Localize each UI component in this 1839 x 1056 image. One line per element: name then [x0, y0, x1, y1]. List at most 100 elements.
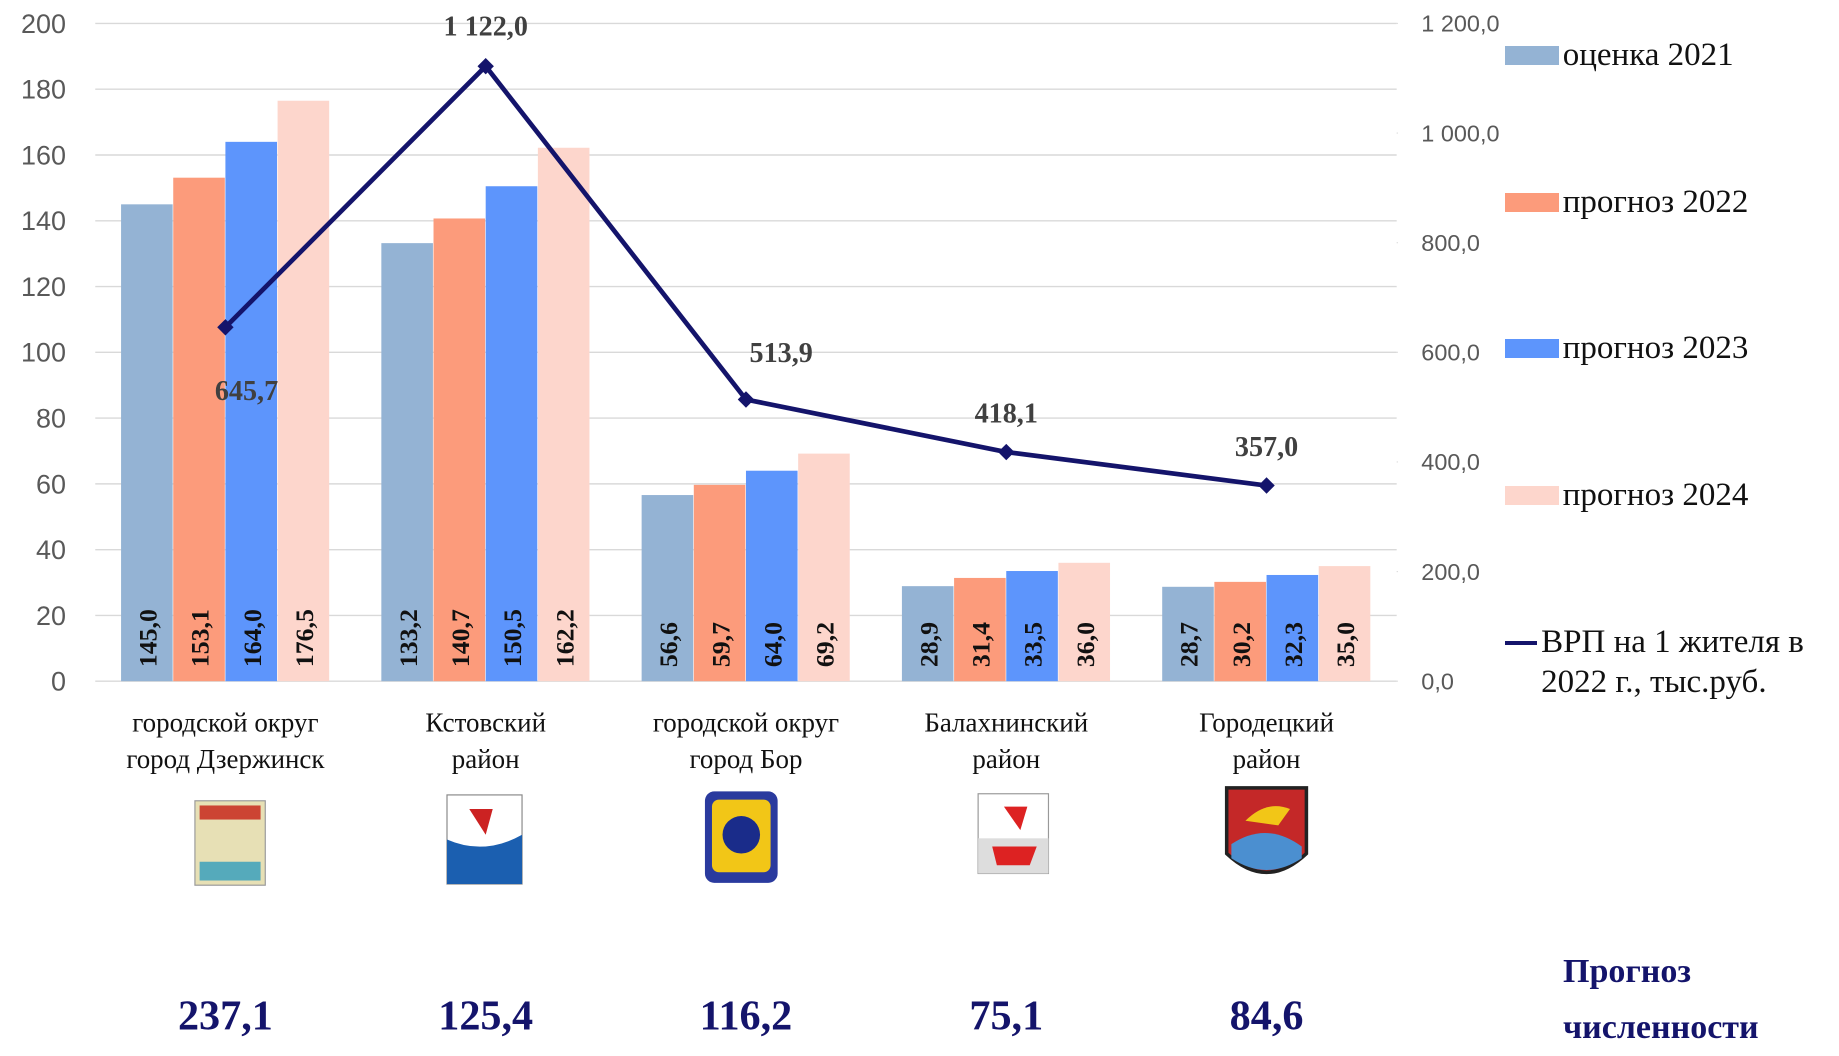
line-marker	[1258, 477, 1275, 494]
bar-value-label: 35,0	[1331, 622, 1360, 667]
legend-item: оценка 2021	[1504, 35, 1839, 75]
bar-value-label: 64,0	[758, 622, 787, 667]
legend-label: прогноз 2024	[1562, 476, 1749, 513]
legend-item: прогноз 2023	[1504, 328, 1839, 368]
line-value-label: 357,0	[1235, 432, 1298, 463]
y-tick-label: 0	[51, 667, 66, 697]
x-tick-label: район	[972, 744, 1040, 774]
y2-tick-label: 1 200,0	[1421, 11, 1499, 37]
bar	[537, 147, 590, 682]
line-marker	[737, 391, 755, 408]
legend-swatch	[1504, 485, 1559, 505]
bar	[277, 100, 330, 682]
emblem	[199, 805, 261, 820]
population-value: 125,4	[438, 992, 533, 1039]
bar	[798, 453, 850, 682]
legend-label: прогноз 2022	[1562, 183, 1749, 220]
legend-swatch	[1504, 640, 1538, 645]
emblem	[722, 816, 761, 854]
line-value-label: 418,1	[975, 399, 1038, 430]
population-value: 75,1	[969, 992, 1043, 1039]
bar	[901, 586, 954, 682]
legend-item: ВРП на 1 жителя в 2022 г., тыс.руб.	[1504, 622, 1839, 702]
y-tick-label: 160	[21, 140, 66, 170]
bar	[693, 484, 746, 682]
x-tick-label: район	[1233, 744, 1301, 774]
bar	[485, 186, 538, 682]
x-tick-label: город Дзержинск	[126, 744, 325, 774]
bar-value-label: 145,0	[134, 609, 163, 667]
legend-swatch	[1504, 339, 1559, 359]
bar	[433, 218, 486, 682]
emblem	[1245, 806, 1290, 826]
line-value-label: 1 122,0	[444, 12, 528, 43]
legend-swatch	[1504, 46, 1559, 66]
bar	[381, 243, 433, 682]
bar	[954, 577, 1006, 682]
x-tick-label: Городецкий	[1199, 708, 1334, 738]
y-tick-label: 180	[21, 75, 66, 105]
x-tick-label: Кстовский	[425, 708, 546, 738]
x-tick-label: Балахнинский	[924, 708, 1088, 738]
bar	[641, 495, 694, 682]
population-title: Прогноз численности	[1563, 953, 1759, 1046]
legend-item: прогноз 2022	[1504, 182, 1839, 222]
y2-tick-label: 600,0	[1421, 340, 1480, 366]
bar-value-label: 56,6	[654, 622, 683, 667]
population-value: 84,6	[1230, 992, 1304, 1039]
emblem	[447, 834, 523, 885]
bar-value-label: 133,2	[394, 609, 423, 667]
bar-value-label: 28,7	[1175, 622, 1204, 667]
bar	[173, 177, 225, 682]
y-tick-label: 100	[21, 338, 66, 368]
emblem	[199, 861, 261, 881]
bar	[1006, 571, 1058, 682]
y-tick-label: 60	[36, 469, 66, 499]
legend-label: прогноз 2023	[1562, 330, 1749, 367]
emblem	[992, 846, 1037, 866]
bar	[745, 470, 798, 682]
y-tick-label: 200	[21, 9, 66, 39]
emblem	[469, 808, 493, 835]
emblems	[194, 786, 1309, 886]
x-tick-label: район	[452, 744, 520, 774]
y-tick-label: 40	[36, 535, 66, 565]
bar	[1214, 581, 1266, 682]
line-value-label: 513,9	[750, 338, 813, 369]
x-tick-label: городской округ	[653, 708, 839, 738]
bar	[1058, 562, 1111, 682]
bar	[121, 204, 173, 682]
y2-tick-label: 0,0	[1421, 668, 1454, 694]
bar-value-label: 31,4	[967, 622, 996, 667]
bar-value-label: 164,0	[238, 609, 267, 667]
bar-value-label: 69,2	[811, 622, 840, 667]
line-marker	[998, 443, 1015, 461]
bar	[1318, 566, 1371, 682]
legend-label: ВРП на 1 жителя в 2022 г., тыс.руб.	[1541, 623, 1804, 700]
y-tick-label: 120	[21, 272, 66, 302]
legend-item: прогноз 2024	[1504, 475, 1839, 515]
line-marker	[477, 57, 494, 75]
y2-tick-label: 1 000,0	[1421, 120, 1499, 146]
x-tick-label: город Бор	[690, 744, 803, 774]
bar-value-label: 150,5	[498, 609, 527, 667]
y2-tick-label: 200,0	[1421, 559, 1480, 585]
emblem	[1003, 806, 1028, 831]
emblem	[1231, 832, 1302, 870]
bar-value-label: 30,2	[1227, 622, 1256, 667]
bar	[1266, 574, 1319, 682]
bar-value-label: 32,3	[1279, 622, 1308, 667]
bar-value-label: 176,5	[290, 609, 319, 667]
bar-value-label: 59,7	[706, 622, 735, 667]
legend-label: оценка 2021	[1562, 37, 1734, 74]
y-tick-label: 80	[36, 403, 66, 433]
bar-value-label: 33,5	[1019, 622, 1048, 667]
bar-value-label: 153,1	[186, 609, 215, 667]
bar-value-label: 140,7	[446, 609, 475, 667]
legend-swatch	[1504, 192, 1559, 212]
bar-value-label: 162,2	[550, 609, 579, 667]
x-tick-label: городской округ	[132, 708, 318, 738]
y2-tick-label: 800,0	[1421, 230, 1480, 256]
